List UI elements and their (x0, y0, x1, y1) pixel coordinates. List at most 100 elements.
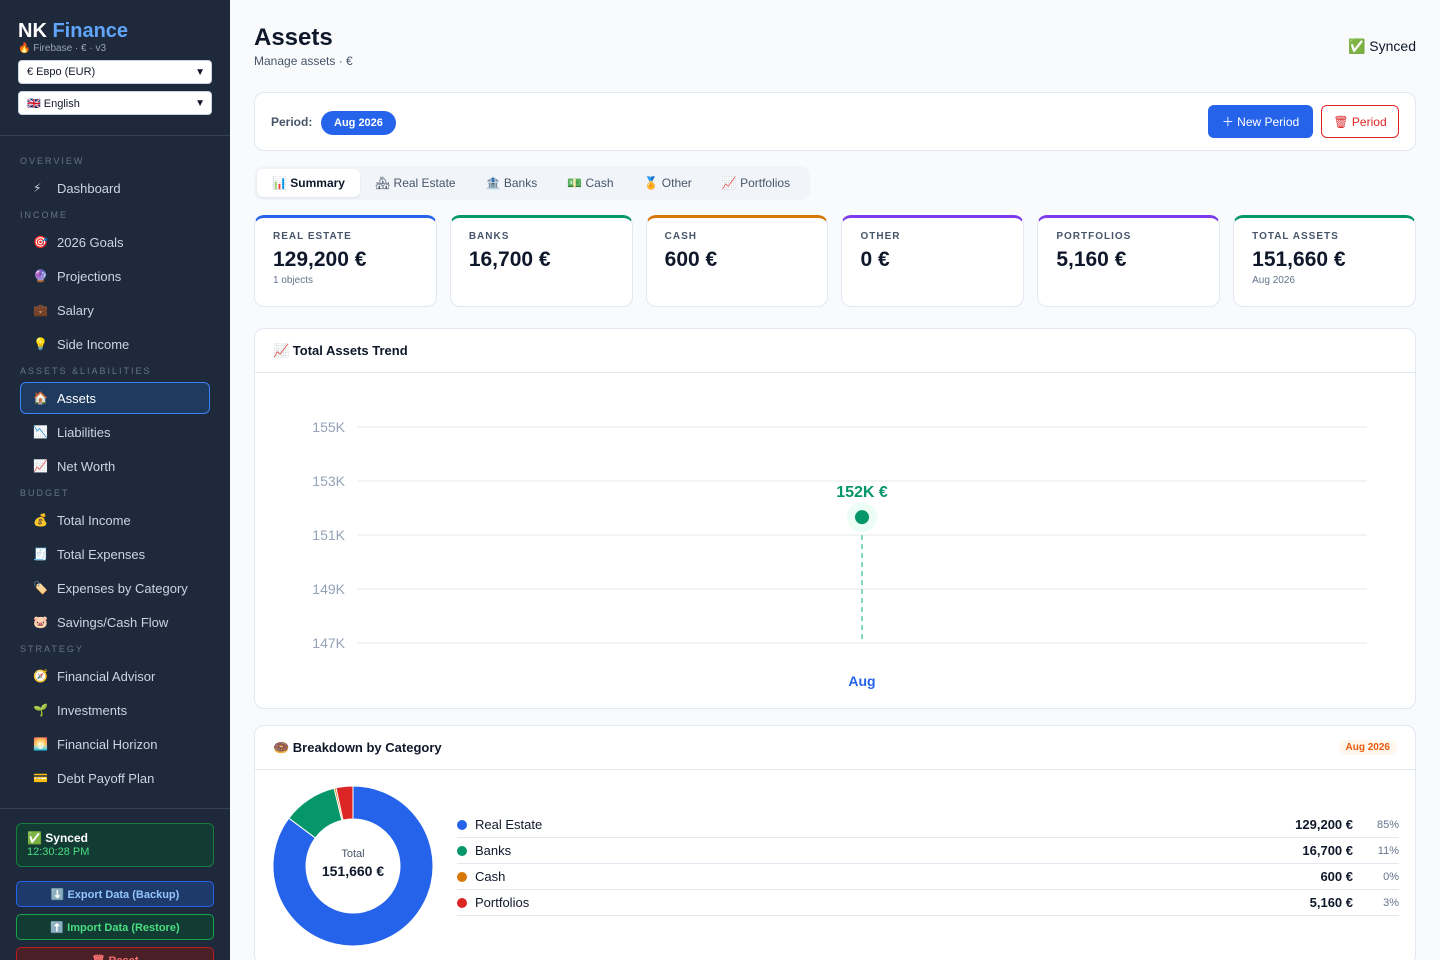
tab-summary[interactable]: 📊 Summary (257, 169, 360, 197)
card-value: 129,200 € (273, 248, 367, 271)
page-title: Assets (254, 24, 333, 51)
language-select-value: 🇬🇧 English (27, 97, 80, 110)
y-tick-label: 149K (312, 581, 345, 597)
sidebar-item-label: Dashboard (57, 180, 121, 196)
period-badge: Aug 2026 (1338, 740, 1397, 755)
chevron-down-icon: ▼ (195, 97, 205, 109)
sidebar-item-label: Financial Advisor (57, 668, 156, 684)
sidebar-item-savings[interactable]: 🐷 Savings/Cash Flow (20, 606, 210, 638)
sidebar-item-label: Net Worth (57, 458, 116, 474)
card-portfolios: PORTFOLIOS 5,160 € (1037, 215, 1221, 307)
tab-other[interactable]: 🏅 Other (643, 176, 692, 190)
target-icon: 🎯 (33, 235, 48, 249)
sidebar-item-projections[interactable]: 🔮 Projections (20, 260, 210, 292)
tab-banks[interactable]: 🏦 Banks (485, 176, 538, 190)
language-select[interactable]: 🇬🇧 English ▼ (18, 91, 212, 115)
reset-button[interactable]: 🗑 Reset (16, 947, 214, 960)
page-subtitle: Manage assets · € (254, 54, 353, 68)
sidebar-item-advisor[interactable]: 🧭 Financial Advisor (20, 660, 210, 692)
sidebar-item-total-expenses[interactable]: 🧾 Total Expenses (20, 538, 210, 570)
crystal-ball-icon: 🔮 (33, 269, 48, 283)
tab-portfolios[interactable]: 📈 Portfolios (721, 176, 791, 190)
assets-tabs: 📊 Summary 🏘 Real Estate 🏦 Banks 💵 Cash 🏅… (254, 166, 810, 200)
sidebar-item-horizon[interactable]: 🌅 Financial Horizon (20, 728, 210, 760)
sync-status-time: 12:30:28 PM (27, 846, 90, 858)
donut-slice-real-estate[interactable] (272, 785, 434, 947)
nav-section-income: INCOME (20, 210, 68, 220)
breakdown-legend: Real Estate 129,200 € 85% Banks 16,700 €… (457, 812, 1399, 916)
data-label: 152K € (836, 484, 888, 501)
brand-title: NK Finance (18, 20, 212, 42)
currency-select-value: € Евро (EUR) (27, 66, 96, 78)
data-point[interactable] (855, 510, 869, 525)
sidebar-item-side-income[interactable]: 💡 Side Income (20, 328, 210, 360)
export-data-button[interactable]: ⬇️ Export Data (Backup) (16, 881, 214, 907)
sidebar-nav: OVERVIEW ⚡ Dashboard INCOME 🎯 2026 Goals 🔮… (0, 136, 230, 794)
legend-percent: 3% (1383, 896, 1399, 909)
receipt-icon: 🧾 (33, 547, 48, 561)
sidebar: NK Finance 🔥 Firebase · € · v3 € Евро (E… (0, 0, 230, 960)
sidebar-item-label: 2026 Goals (57, 234, 124, 250)
sidebar-item-liabilities[interactable]: 📉 Liabilities (20, 416, 210, 448)
brand-subtitle: 🔥 Firebase · € · v3 (18, 43, 107, 54)
sidebar-item-assets[interactable]: 🏠 Assets (20, 382, 210, 414)
tab-cash[interactable]: 💵 Cash (567, 176, 614, 190)
brand-finance: Finance (52, 20, 129, 42)
new-period-button[interactable]: ＋ New Period (1208, 105, 1313, 138)
nav-section-assets-liabilities: ASSETS &LIABILITIES (20, 366, 152, 376)
period-label: Period: (271, 115, 313, 129)
sidebar-item-salary[interactable]: 💼 Salary (20, 294, 210, 326)
house-icon: 🏠 (33, 391, 48, 405)
import-data-button[interactable]: ⬆️ Import Data (Restore) (16, 914, 214, 940)
card-value: 16,700 € (468, 248, 551, 271)
legend-row-portfolios: Portfolios 5,160 € 3% (457, 890, 1399, 916)
y-tick-label: 155K (312, 419, 345, 435)
sidebar-item-label: Salary (57, 302, 94, 318)
card-label: TOTAL ASSETS (1252, 231, 1339, 242)
legend-dot (457, 897, 467, 908)
y-tick-label: 153K (312, 473, 345, 489)
summary-cards: REAL ESTATE 129,200 € 1 objects BANKS 16… (254, 215, 1416, 307)
lightbulb-icon: 💡 (33, 337, 48, 351)
legend-dot (457, 819, 467, 830)
sidebar-item-dashboard[interactable]: ⚡ Dashboard (20, 172, 210, 204)
sidebar-item-label: Projections (57, 268, 122, 284)
briefcase-icon: 💼 (33, 303, 48, 317)
sync-status: ✅ Synced (1347, 38, 1416, 54)
piggy-bank-icon: 🐷 (33, 615, 48, 629)
compass-icon: 🧭 (33, 669, 48, 683)
card-banks: BANKS 16,700 € (449, 215, 633, 307)
nav-section-strategy: STRATEGY (20, 644, 84, 654)
legend-row-cash: Cash 600 € 0% (457, 864, 1399, 890)
period-pill[interactable]: Aug 2026 (321, 111, 396, 135)
currency-select[interactable]: € Евро (EUR) ▼ (18, 60, 212, 84)
legend-row-banks: Banks 16,700 € 11% (457, 838, 1399, 864)
legend-value: 600 € (1320, 869, 1353, 884)
trend-chart: 155K 153K 151K 149K 147K 152K € Aug (312, 419, 1367, 689)
donut-slice-portfolios[interactable] (335, 785, 354, 821)
donut-label: Total (341, 848, 364, 860)
sync-status-title: ✅ Synced (27, 831, 88, 845)
sidebar-item-label: Assets (57, 390, 97, 406)
legend-row-real-estate: Real Estate 129,200 € 85% (457, 812, 1399, 838)
donut-total: 151,660 € (322, 863, 384, 879)
legend-percent: 0% (1383, 870, 1399, 883)
breakdown-title: 🍩 Breakdown by Category (273, 739, 442, 755)
sidebar-item-total-income[interactable]: 💰 Total Income (20, 504, 210, 536)
card-total-assets: TOTAL ASSETS 151,660 € Aug 2026 (1233, 215, 1416, 307)
card-sub: 1 objects (273, 275, 314, 286)
sidebar-item-investments[interactable]: 🌱 Investments (20, 694, 210, 726)
legend-name: Portfolios (475, 895, 530, 910)
sidebar-item-debt[interactable]: 💳 Debt Payoff Plan (20, 762, 210, 794)
card-label: BANKS (468, 231, 510, 242)
sidebar-item-label: Total Expenses (57, 546, 146, 562)
sidebar-item-expenses-by-category[interactable]: 🏷️ Expenses by Category (20, 572, 210, 604)
chevron-down-icon: ▼ (195, 66, 205, 78)
tab-real-estate[interactable]: 🏘 Real Estate (374, 176, 456, 190)
sidebar-item-net-worth[interactable]: 📈 Net Worth (20, 450, 210, 482)
sidebar-item-goals[interactable]: 🎯 2026 Goals (20, 226, 210, 258)
card-value: 0 € (860, 248, 890, 271)
delete-period-button[interactable]: 🗑 Period (1321, 105, 1399, 138)
legend-value: 5,160 € (1309, 895, 1353, 910)
sidebar-item-label: Expenses by Category (57, 580, 188, 596)
